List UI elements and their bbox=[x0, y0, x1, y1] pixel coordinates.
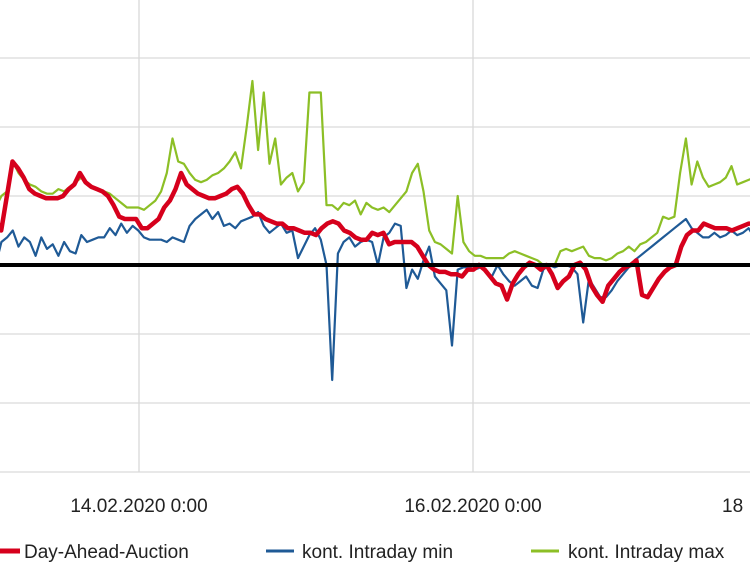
legend-label-intraday-max: kont. Intraday max bbox=[568, 542, 725, 563]
legend-label-intraday-min: kont. Intraday min bbox=[302, 542, 453, 563]
series-layer bbox=[0, 79, 750, 382]
gridlines bbox=[0, 0, 750, 473]
legend-label-day-ahead: Day-Ahead-Auction bbox=[24, 542, 189, 563]
x-tick-label: 18 bbox=[722, 496, 743, 517]
series-line-intraday-max bbox=[0, 79, 750, 267]
x-tick-label: 14.02.2020 0:00 bbox=[70, 496, 207, 517]
x-tick-label: 16.02.2020 0:00 bbox=[404, 496, 541, 517]
legend: Day-Ahead-Auction kont. Intraday min kon… bbox=[0, 542, 725, 563]
